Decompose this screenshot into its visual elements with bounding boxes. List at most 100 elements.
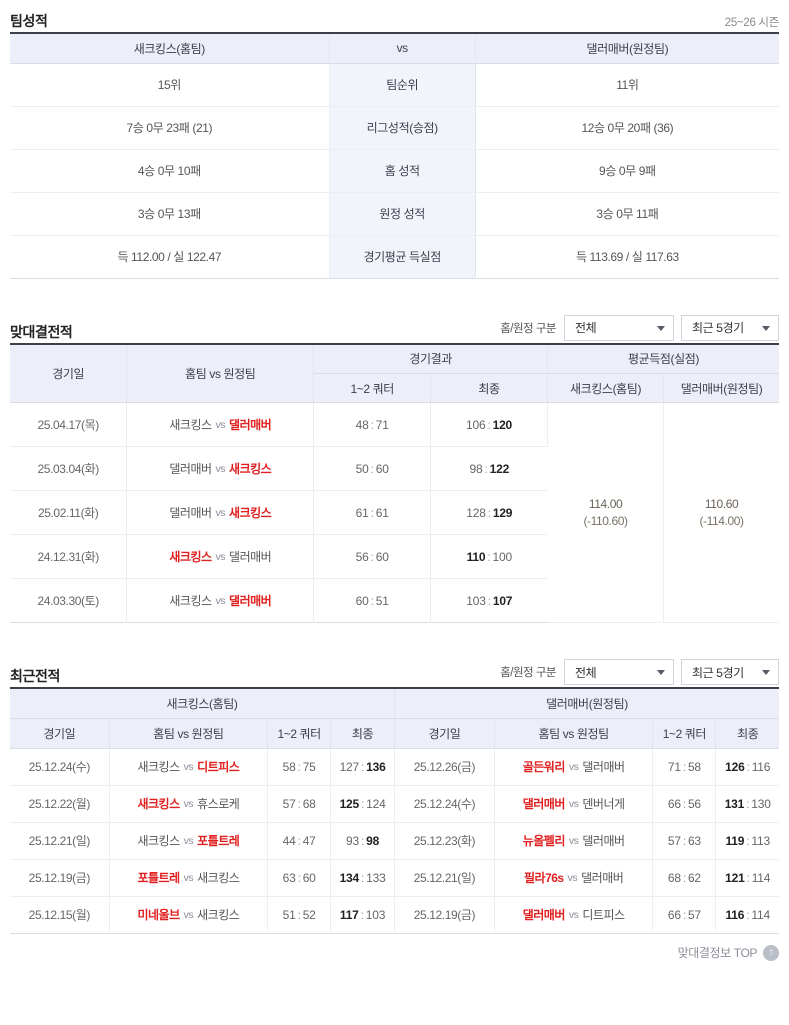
page-title: 팀성적	[10, 13, 48, 29]
team-stats-home-value: 7승 0무 23패 (21)	[10, 106, 330, 150]
recent-count-value: 최근 5경기	[692, 665, 744, 680]
table-row: 15위 팀순위 11위	[10, 63, 779, 107]
quarter-away: 68	[302, 796, 316, 811]
quarter-away: 60	[375, 549, 389, 564]
h2h-header: 맞대결전적 홈/원정 구분 전체 최근 5경기	[10, 311, 779, 343]
h2h-col-date: 경기일	[10, 343, 128, 403]
recent-away-date: 25.12.24(수)	[393, 785, 495, 823]
quarter-home: 50	[355, 461, 369, 476]
h2h-filters: 홈/원정 구분 전체 최근 5경기	[500, 314, 779, 341]
final-away: 100	[492, 549, 513, 564]
recent-away-matchup: 필라76s vs 댈러매버	[494, 859, 654, 897]
team-stats-away-value: 11위	[475, 63, 779, 107]
table-row: 25.03.04(화) 댈러매버 vs 새크킹스 50:60 98:122	[10, 446, 779, 491]
recent-count-select[interactable]: 최근 5경기	[681, 659, 779, 685]
chevron-down-icon	[657, 670, 665, 675]
home-team-name: 댈러매버	[522, 797, 566, 811]
recent-away-matchup: 뉴올펠리 vs 댈러매버	[494, 822, 654, 860]
h2h-body: 25.04.17(목) 새크킹스 vs 댈러매버 48:71 106:120 114…	[10, 402, 779, 623]
final-away: 120	[492, 417, 513, 432]
final-away: 129	[492, 505, 513, 520]
away-team-name: 포틀트레	[197, 834, 240, 848]
final-away: 103	[365, 907, 386, 922]
final-away: 122	[489, 461, 510, 476]
score-separator: :	[360, 907, 364, 922]
recent-away-date: 25.12.23(화)	[393, 822, 495, 860]
away-team-name: 댈러매버	[582, 760, 625, 774]
h2h-quarter-score: 61:61	[313, 490, 432, 535]
final-away: 107	[492, 593, 513, 608]
h2h-avg-home-value: 114.00	[588, 496, 623, 511]
team-stats-home-value: 4승 0무 10패	[10, 149, 330, 193]
score-separator: :	[297, 870, 301, 885]
team-stats-col-vs: vs	[329, 33, 476, 64]
home-team-name: 댈러매버	[522, 908, 566, 922]
arrow-up-icon[interactable]: ↑	[763, 944, 779, 961]
quarter-away: 51	[375, 593, 389, 608]
team-stats-home-value: 3승 0무 13패	[10, 192, 330, 236]
recent-home-date: 25.12.22(월)	[10, 785, 110, 823]
final-home: 125	[339, 796, 360, 811]
recent-subheader-row: 경기일 홈팀 vs 원정팀 1~2 쿼터 최종 경기일 홈팀 vs 원정팀 1~…	[10, 718, 779, 749]
vs-label: vs	[568, 798, 579, 810]
score-separator: :	[297, 907, 301, 922]
h2h-quarter-score: 48:71	[313, 402, 432, 447]
home-team-name: 포틀트레	[137, 871, 180, 885]
quarter-away: 57	[687, 907, 701, 922]
h2h-quarter-score: 50:60	[313, 446, 432, 491]
final-home: 98	[469, 461, 483, 476]
score-separator: :	[487, 417, 491, 432]
recent-away-date: 25.12.19(금)	[393, 896, 495, 933]
h2h-avg-away: 110.60 (-114.00)	[663, 402, 779, 623]
team-stats-col-home: 새크킹스(홈팀)	[10, 33, 330, 64]
h2h-scope-select[interactable]: 전체	[564, 314, 674, 341]
back-to-top-link[interactable]: 맞대결정보 TOP	[677, 946, 758, 960]
quarter-away: 60	[375, 461, 389, 476]
score-separator: :	[297, 759, 301, 774]
h2h-quarter-score: 56:60	[313, 534, 432, 579]
quarter-home: 66	[667, 907, 681, 922]
team-stats-header-right: 25~26 시즌	[725, 14, 780, 30]
h2h-avg-away-value: 110.60	[704, 496, 739, 511]
score-separator: :	[682, 833, 686, 848]
vs-label: vs	[215, 419, 226, 431]
team-stats-row-label: 팀순위	[328, 63, 476, 107]
h2h-matchup: 댈러매버 vs 새크킹스	[126, 446, 315, 491]
spacer	[10, 279, 779, 311]
quarter-home: 57	[282, 796, 296, 811]
recent-away-quarter: 68:62	[652, 859, 717, 897]
final-home: 128	[466, 505, 486, 520]
quarter-home: 56	[355, 549, 369, 564]
final-away: 124	[366, 796, 386, 811]
recent-scope-select[interactable]: 전체	[564, 659, 674, 685]
table-row: 득 112.00 / 실 122.47 경기평균 득실점 득 113.69 / …	[10, 235, 779, 278]
quarter-home: 61	[355, 505, 369, 520]
score-separator: :	[746, 907, 750, 922]
quarter-away: 56	[687, 796, 701, 811]
final-away: 130	[751, 796, 771, 811]
recent-away-col-date: 경기일	[393, 718, 495, 749]
score-separator: :	[682, 796, 686, 811]
recent-home-matchup: 포틀트레 vs 새크킹스	[109, 859, 269, 897]
recent-table: 새크킹스(홈팀) 댈러매버(원정팀) 경기일 홈팀 vs 원정팀 1~2 쿼터 …	[10, 687, 779, 934]
recent-away-final: 116:114	[716, 896, 779, 933]
recent-home-matchup: 새크킹스 vs 디트피스	[109, 748, 269, 786]
final-away: 98	[366, 833, 380, 848]
score-separator: :	[370, 461, 374, 476]
h2h-header-row-1: 경기일 홈팀 vs 원정팀 경기결과 평균득점(실점)	[10, 343, 779, 403]
team-stats-away-value: 3승 0무 11패	[475, 192, 779, 236]
recent-away-date: 25.12.26(금)	[393, 748, 495, 786]
table-row: 3승 0무 13패 원정 성적 3승 0무 11패	[10, 192, 779, 236]
score-separator: :	[297, 796, 301, 811]
home-team-name: 새크킹스	[137, 834, 180, 848]
team-stats-row-label: 리그성적(승점)	[328, 106, 476, 150]
score-separator: :	[370, 417, 374, 432]
h2h-count-select[interactable]: 최근 5경기	[681, 314, 779, 341]
away-team-name: 덴버너게	[582, 797, 625, 811]
home-team-name: 새크킹스	[169, 594, 212, 608]
recent-away-final: 126:116	[715, 748, 779, 786]
home-team-name: 필라76s	[524, 871, 564, 885]
final-home: 134	[339, 870, 360, 885]
away-team-name: 댈러매버	[582, 834, 625, 848]
table-row: 25.12.19(금) 포틀트레 vs 새크킹스 63:60 134:133 25.…	[10, 859, 779, 897]
